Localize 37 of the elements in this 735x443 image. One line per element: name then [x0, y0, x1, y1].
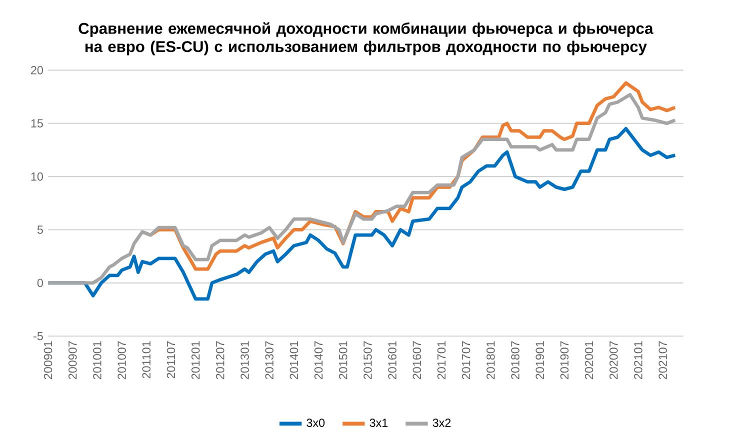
x-tick-label: 201201: [191, 341, 200, 379]
x-tick-label: 201101: [142, 341, 151, 378]
x-tick-label: 201501: [338, 341, 348, 379]
x-tick-label: 201507: [364, 341, 372, 379]
x-tick-label: 201401: [290, 341, 298, 379]
y-tick-label: 0: [37, 278, 43, 287]
x-tick-label: 202101: [634, 341, 642, 379]
x-tick-label: 201601: [388, 341, 396, 379]
x-tick-label: 202001: [584, 341, 594, 379]
x-tick-label: 201907: [560, 341, 569, 379]
y-tick-label: -5: [34, 332, 43, 340]
x-tick-label: 201301: [240, 341, 249, 379]
y-tick-label: 5: [37, 226, 43, 234]
x-tick-label: 201407: [314, 341, 323, 379]
x-tick-label: 201707: [462, 341, 470, 379]
x-tick-label: 201307: [265, 341, 274, 379]
x-tick-label: 202007: [609, 341, 618, 379]
x-tick-label: 200907: [68, 341, 77, 379]
y-tick-label: 20: [31, 66, 43, 74]
y-tick-label: 15: [31, 119, 43, 128]
chart-title: Сравнение ежемесячной доходности комбинации фьючерса и фьючерса на евро (ES-CU) с использованием фильтров доходности по фьючерсу: [78, 22, 654, 56]
x-tick-label: 201001: [93, 341, 102, 379]
x-tick-label: 201901: [536, 341, 544, 379]
x-tick-label: 201107: [166, 341, 176, 378]
x-tick-label: 201007: [118, 341, 126, 379]
y-tick-label: 10: [31, 172, 43, 181]
x-tick-label: 202107: [658, 341, 667, 379]
x-tick-label: 201607: [412, 341, 422, 379]
legend-label: 3x0: [306, 418, 325, 427]
x-tick-label: 201801: [486, 341, 495, 379]
legend-label: 3x2: [432, 418, 451, 427]
x-tick-label: 201807: [511, 341, 520, 379]
x-tick-label: 201207: [216, 341, 224, 379]
x-tick-label: 201701: [437, 341, 446, 379]
x-tick-label: 200901: [44, 341, 52, 379]
legend-label: 3x1: [370, 418, 388, 427]
line-series: [48, 92, 677, 285]
